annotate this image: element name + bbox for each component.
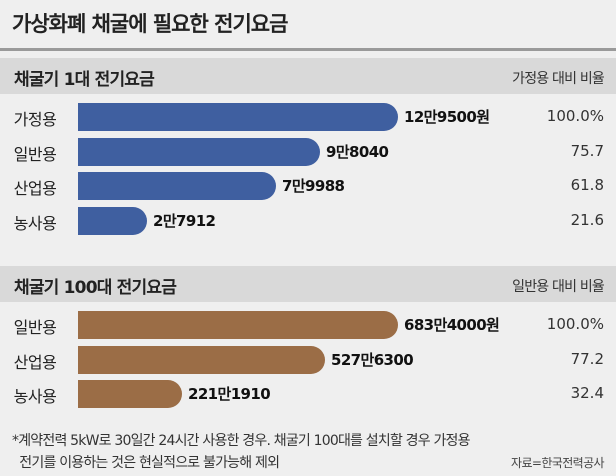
ratio-value: 100.0% [546, 315, 604, 333]
ratio-value: 75.7 [570, 141, 604, 160]
category-label: 가정용 [13, 110, 57, 129]
value-label: 527만6300 [331, 350, 414, 369]
bar [78, 172, 276, 201]
bar-row: 농사용 2만7912 21.6 [0, 204, 616, 238]
bar-row: 일반용 683만4000원 100.0% [0, 308, 616, 342]
category-label: 일반용 [13, 144, 57, 164]
section-header-2: 채굴기 100대 전기요금 일반용 대비 비율 [0, 266, 616, 302]
section-note-1: 가정용 대비 비율 [512, 71, 605, 87]
bar-row: 산업용 7만9988 61.8 [0, 169, 616, 203]
section-note-2: 일반용 대비 비율 [512, 279, 605, 295]
category-label: 농사용 [13, 387, 57, 407]
bar-row: 일반용 9만8040 75.7 [0, 135, 616, 169]
section-title-2: 채굴기 100대 전기요금 [14, 278, 177, 298]
ratio-value: 32.4 [570, 384, 604, 403]
bar [78, 311, 398, 339]
footnote: *계약전력 5kW로 30일간 24시간 사용한 경우. 채굴기 100대를 설… [12, 430, 592, 474]
ratio-value: 77.2 [570, 349, 604, 368]
category-label: 일반용 [13, 318, 57, 337]
value-label: 9만8040 [326, 142, 389, 161]
category-label: 산업용 [13, 179, 57, 199]
value-label: 221만1910 [188, 385, 271, 404]
ratio-value: 100.0% [546, 107, 604, 125]
ratio-value: 61.8 [570, 176, 604, 195]
value-label: 683만4000원 [404, 316, 500, 334]
value-label: 12만9500원 [404, 108, 490, 126]
value-label: 7만9988 [282, 177, 345, 196]
title-divider [0, 48, 616, 51]
footnote-line-2: 전기를 이용하는 것은 현실적으로 불가능해 제외 [12, 455, 280, 471]
bar [78, 345, 325, 374]
section-header-1: 채굴기 1대 전기요금 가정용 대비 비율 [0, 58, 616, 94]
source-credit: 자료=한국전력공사 [511, 456, 605, 470]
footnote-line-1: *계약전력 5kW로 30일간 24시간 사용한 경우. 채굴기 100대를 설… [12, 433, 471, 449]
bar [78, 380, 182, 409]
bar-row: 산업용 527만6300 77.2 [0, 343, 616, 377]
category-label: 산업용 [13, 352, 57, 372]
ratio-value: 21.6 [570, 211, 604, 230]
page-title: 가상화폐 채굴에 필요한 전기요금 [12, 12, 288, 36]
value-label: 2만7912 [153, 212, 216, 231]
bar [78, 137, 320, 166]
bar [78, 207, 147, 236]
bar-row: 농사용 221만1910 32.4 [0, 377, 616, 411]
category-label: 농사용 [13, 214, 57, 234]
section-title-1: 채굴기 1대 전기요금 [14, 70, 155, 90]
bar-row: 가정용 12만9500원 100.0% [0, 100, 616, 134]
bar [78, 103, 398, 131]
